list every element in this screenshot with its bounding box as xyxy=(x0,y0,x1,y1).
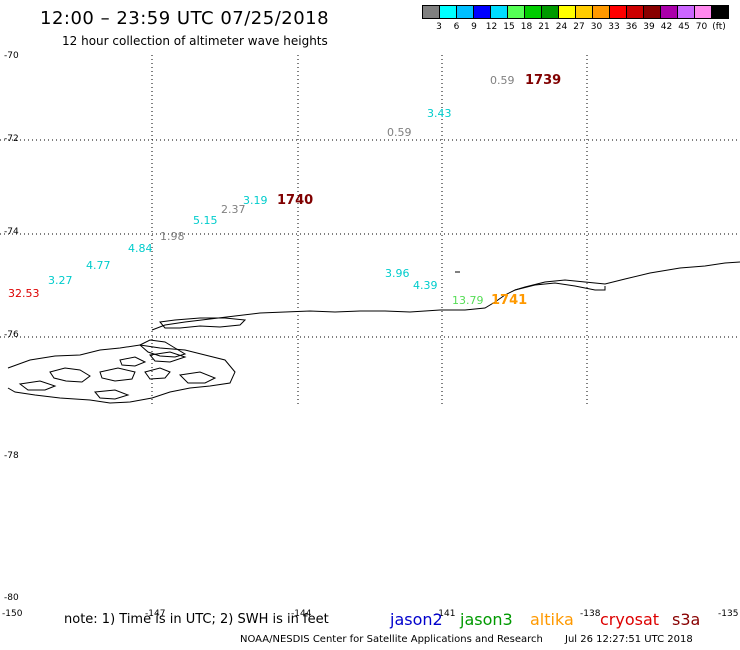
coastline-main xyxy=(151,261,740,331)
colorbar-label: 42 xyxy=(660,22,673,32)
map-subtitle: 12 hour collection of altimeter wave hei… xyxy=(62,34,328,48)
colorbar-label: 3 xyxy=(436,22,442,32)
island-outline xyxy=(18,380,57,391)
obs-5-15: 5.15 xyxy=(193,214,218,227)
obs-4-77: 4.77 xyxy=(86,259,111,272)
lon-label: -150 xyxy=(2,609,23,619)
legend-altika: altika xyxy=(530,610,574,629)
observation-labels: 0.59 1739 3.43 0.59 3.19 1740 2.375.15 1.98 4.84… xyxy=(8,73,561,308)
lon-label: -141 xyxy=(435,609,456,619)
time-1739: 1739 xyxy=(525,73,561,88)
colorbar-label: 70 xyxy=(695,22,708,32)
obs-3-19: 3.19 xyxy=(243,194,268,207)
colorbar-label: 18 xyxy=(520,22,533,32)
obs-0-59-b: 0.59 xyxy=(387,126,412,139)
lat-label: -72 xyxy=(4,134,19,144)
obs-3-27: 3.27 xyxy=(48,274,73,287)
lat-label: -78 xyxy=(4,451,19,461)
obs-13-79: 13.79 xyxy=(452,294,484,307)
island-outline xyxy=(99,367,136,382)
lon-label: -144 xyxy=(291,609,312,619)
island-outline xyxy=(139,339,187,358)
island-outline xyxy=(119,356,147,367)
ice-shelf-edge xyxy=(159,317,247,329)
colorbar-label: 45 xyxy=(678,22,690,32)
lat-label: -80 xyxy=(4,593,19,603)
colorbar-label: (ft) xyxy=(712,22,726,32)
footer-timestamp: Jul 26 12:27:51 UTC 2018 xyxy=(565,634,693,645)
colorbar-label: 33 xyxy=(608,22,620,32)
legend-jason2: jason2 xyxy=(390,610,443,629)
obs-0-59-a: 0.59 xyxy=(490,74,515,87)
map-grid xyxy=(0,55,740,407)
colorbar-label: 27 xyxy=(573,22,585,32)
obs-1-98: 1.98 xyxy=(160,230,185,243)
colorbar-label: 24 xyxy=(555,22,568,32)
lon-label: -147 xyxy=(145,609,166,619)
island-outline xyxy=(178,371,217,384)
island-outline xyxy=(7,344,236,404)
legend-cryosat: cryosat xyxy=(600,610,660,629)
colorbar-label: 6 xyxy=(453,22,460,32)
lon-label: -135 xyxy=(718,609,739,619)
obs-3-43: 3.43 xyxy=(427,107,452,120)
obs-3-96: 3.96 xyxy=(385,267,410,280)
obs-4-39: 4.39 xyxy=(413,279,438,292)
colorbar-label: 15 xyxy=(503,22,515,32)
lon-label: -138 xyxy=(580,609,601,619)
colorbar-label: 30 xyxy=(590,22,603,32)
island-outline xyxy=(49,367,91,383)
lat-label: -70 xyxy=(4,51,19,61)
time-1741: 1741 xyxy=(491,293,527,308)
colorbar-label: 12 xyxy=(485,22,498,32)
island-outline xyxy=(94,389,130,400)
footer-credit: NOAA/NESDIS Center for Satellite Applica… xyxy=(240,634,543,645)
colorbar xyxy=(422,5,729,19)
colorbar-label: 9 xyxy=(471,22,477,32)
colorbar-labels: 3 6 9 12 15 18 21 24 27 30 33 36 39 42 45 70 (ft) xyxy=(422,22,740,34)
lat-label: -76 xyxy=(4,330,19,340)
island-outline xyxy=(144,367,171,380)
map-canvas: 0.59 1739 3.43 0.59 3.19 1740 2.375.15 1.98 4.84… xyxy=(0,55,740,407)
legend-jason3: jason3 xyxy=(460,610,513,629)
map-title: 12:00 – 23:59 UTC 07/25/2018 xyxy=(40,8,330,29)
lat-label: -74 xyxy=(4,227,19,237)
coastline xyxy=(7,261,740,404)
colorbar-swatch xyxy=(711,5,729,19)
colorbar-label: 21 xyxy=(538,22,550,32)
coastline-bay xyxy=(514,282,606,291)
island-outline xyxy=(149,351,187,363)
obs-4-84: 4.84 xyxy=(128,242,153,255)
footer-note: note: 1) Time is in UTC; 2) SWH is in fe… xyxy=(64,612,329,627)
colorbar-label: 39 xyxy=(643,22,655,32)
obs-2-37: 2.37 xyxy=(221,203,246,216)
colorbar-label: 36 xyxy=(625,22,638,32)
legend-s3a: s3a xyxy=(672,610,701,629)
time-1740: 1740 xyxy=(277,193,313,208)
obs-32-53: 32.53 xyxy=(8,287,40,300)
